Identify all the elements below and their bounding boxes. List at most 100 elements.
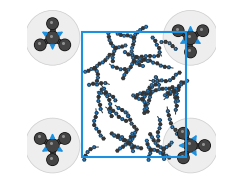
Polygon shape	[93, 124, 96, 126]
Polygon shape	[131, 137, 134, 140]
Polygon shape	[95, 65, 99, 67]
Polygon shape	[148, 89, 151, 92]
Polygon shape	[123, 51, 126, 53]
Polygon shape	[109, 103, 112, 105]
Polygon shape	[139, 92, 142, 95]
Polygon shape	[119, 147, 122, 150]
Polygon shape	[135, 128, 138, 131]
Polygon shape	[178, 86, 181, 88]
Circle shape	[60, 133, 70, 143]
Polygon shape	[142, 58, 146, 61]
Polygon shape	[127, 68, 130, 71]
Polygon shape	[131, 150, 135, 153]
Polygon shape	[175, 97, 178, 100]
Bar	[82, 32, 186, 157]
Polygon shape	[107, 32, 110, 35]
Polygon shape	[83, 158, 86, 161]
Polygon shape	[146, 102, 149, 105]
Polygon shape	[96, 76, 99, 79]
Polygon shape	[169, 122, 173, 125]
Circle shape	[35, 40, 45, 50]
Polygon shape	[125, 71, 128, 74]
Polygon shape	[119, 34, 122, 36]
Circle shape	[179, 128, 188, 138]
Polygon shape	[147, 146, 150, 149]
Polygon shape	[148, 86, 151, 89]
Polygon shape	[123, 34, 126, 37]
Polygon shape	[144, 55, 147, 57]
Polygon shape	[129, 118, 132, 121]
Polygon shape	[95, 80, 98, 82]
Polygon shape	[146, 60, 149, 62]
Polygon shape	[84, 70, 87, 73]
Polygon shape	[166, 110, 169, 112]
Circle shape	[184, 139, 197, 152]
Polygon shape	[124, 143, 127, 146]
Polygon shape	[132, 36, 136, 40]
Polygon shape	[160, 41, 163, 43]
Polygon shape	[96, 83, 99, 86]
Polygon shape	[104, 82, 107, 84]
Polygon shape	[130, 53, 134, 56]
Polygon shape	[161, 88, 164, 90]
Circle shape	[47, 18, 58, 29]
Polygon shape	[174, 48, 177, 50]
Polygon shape	[175, 88, 178, 90]
Polygon shape	[154, 76, 157, 78]
Polygon shape	[129, 143, 132, 146]
Circle shape	[185, 32, 196, 43]
Polygon shape	[132, 60, 136, 63]
Polygon shape	[175, 92, 178, 95]
Polygon shape	[109, 107, 112, 109]
Polygon shape	[156, 135, 159, 138]
Circle shape	[178, 128, 189, 139]
Polygon shape	[175, 132, 178, 135]
Polygon shape	[150, 86, 154, 88]
Polygon shape	[136, 61, 139, 64]
Polygon shape	[117, 134, 120, 137]
Polygon shape	[98, 62, 101, 65]
Polygon shape	[93, 67, 96, 70]
Polygon shape	[174, 94, 176, 96]
Polygon shape	[132, 43, 135, 46]
Polygon shape	[134, 131, 137, 134]
Polygon shape	[94, 116, 97, 118]
Polygon shape	[162, 147, 165, 150]
Polygon shape	[133, 125, 136, 128]
Polygon shape	[111, 45, 114, 47]
Polygon shape	[160, 79, 163, 82]
Polygon shape	[141, 93, 144, 95]
Polygon shape	[145, 26, 148, 28]
Polygon shape	[122, 77, 125, 80]
Circle shape	[199, 140, 210, 151]
Polygon shape	[116, 136, 119, 138]
Polygon shape	[86, 151, 89, 153]
Circle shape	[200, 141, 209, 150]
Polygon shape	[174, 101, 177, 103]
Circle shape	[35, 39, 46, 50]
Polygon shape	[159, 123, 162, 125]
Circle shape	[46, 31, 59, 44]
Polygon shape	[98, 104, 102, 106]
Circle shape	[185, 140, 196, 151]
Polygon shape	[162, 153, 165, 156]
Polygon shape	[121, 136, 124, 139]
Polygon shape	[164, 40, 167, 43]
Polygon shape	[122, 139, 125, 141]
Polygon shape	[127, 142, 130, 145]
Circle shape	[59, 39, 70, 51]
Polygon shape	[163, 66, 166, 68]
Polygon shape	[178, 84, 181, 87]
Polygon shape	[165, 154, 168, 157]
Polygon shape	[145, 92, 148, 94]
Circle shape	[60, 40, 70, 50]
Polygon shape	[177, 89, 180, 91]
Polygon shape	[114, 99, 117, 102]
Polygon shape	[84, 154, 87, 157]
Circle shape	[197, 25, 208, 36]
Polygon shape	[129, 136, 132, 138]
Circle shape	[173, 25, 184, 36]
Polygon shape	[163, 158, 165, 160]
Polygon shape	[174, 93, 177, 96]
Polygon shape	[119, 68, 122, 70]
